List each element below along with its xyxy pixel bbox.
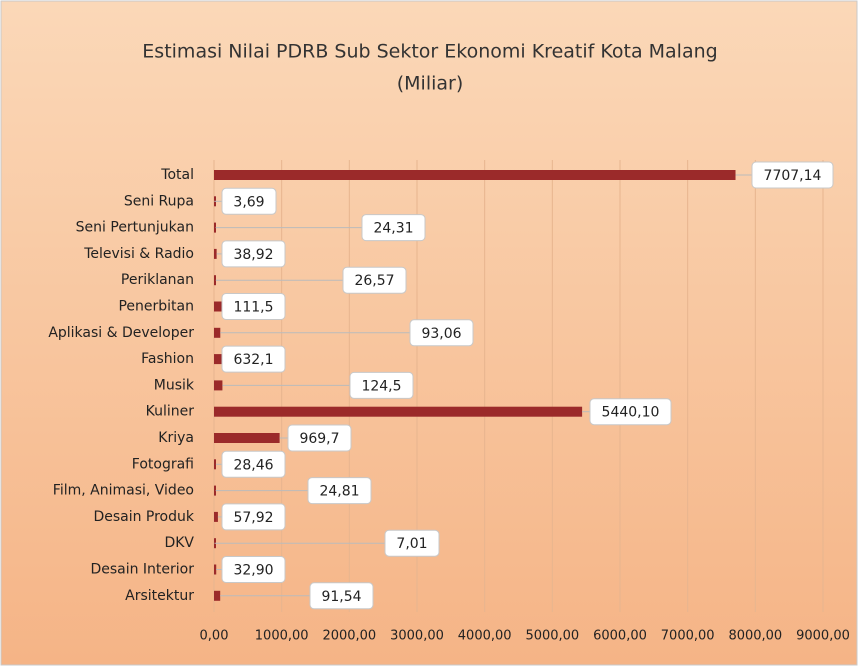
data-label: 93,06 (421, 326, 461, 342)
data-label-box (221, 293, 286, 320)
x-tick-label: 4000,00 (458, 629, 512, 644)
y-tick-label: Periklanan (121, 272, 194, 288)
bar (214, 170, 736, 180)
y-tick-label: Fotografi (132, 456, 194, 472)
bar (214, 485, 216, 496)
data-label-box (309, 582, 374, 610)
data-label: 7,01 (396, 536, 427, 552)
data-label: 38,92 (233, 247, 273, 263)
x-tick-label: 6000,00 (593, 629, 647, 644)
x-tick-label: 8000,00 (728, 629, 782, 644)
data-label-box (409, 319, 474, 347)
bar (214, 222, 216, 233)
bar (214, 380, 223, 391)
data-label: 91,54 (321, 589, 361, 605)
y-tick-label: DKV (164, 535, 194, 551)
bar (214, 590, 221, 601)
x-tick-label: 1000,00 (255, 629, 309, 644)
data-label: 5440,10 (602, 405, 660, 421)
data-label-box (221, 503, 286, 531)
data-label-box (221, 240, 286, 268)
data-label: 632,1 (233, 352, 273, 368)
data-label: 24,31 (373, 221, 413, 237)
bar (214, 511, 218, 522)
y-tick-label: Seni Rupa (124, 193, 194, 209)
bar (214, 433, 280, 443)
data-label-box (221, 556, 286, 583)
data-label-box (349, 371, 414, 399)
y-tick-label: Seni Pertunjukan (76, 220, 194, 236)
data-label-box (221, 187, 277, 215)
chart-title: Estimasi Nilai PDRB Sub Sektor Ekonomi K… (142, 41, 717, 63)
data-label-box (221, 450, 286, 478)
x-tick-label: 5000,00 (525, 629, 579, 644)
y-tick-label: Total (160, 167, 194, 183)
data-label-box (287, 424, 352, 452)
y-tick-label: Kuliner (146, 404, 195, 420)
data-label: 111,5 (233, 300, 273, 316)
bar (214, 327, 221, 338)
bar (214, 301, 222, 312)
data-label: 7707,14 (764, 168, 822, 184)
y-tick-label: Musik (154, 377, 195, 393)
bar (214, 459, 216, 470)
x-tick-label: 2000,00 (322, 629, 376, 644)
bar (214, 564, 217, 575)
data-label-box (589, 398, 672, 426)
x-tick-label: 3000,00 (390, 629, 444, 644)
data-label-box (361, 214, 426, 242)
y-tick-label: Penerbitan (118, 299, 194, 315)
data-label: 3,69 (233, 194, 264, 210)
x-tick-label: 7000,00 (661, 629, 715, 644)
y-tick-label: Film, Animasi, Video (53, 483, 194, 499)
data-label: 26,57 (354, 273, 394, 289)
bar (214, 406, 583, 417)
data-label: 57,92 (233, 510, 273, 526)
data-label-box (221, 345, 286, 373)
y-tick-label: Desain Interior (90, 562, 194, 578)
y-tick-label: Aplikasi & Developer (48, 325, 194, 341)
data-label-box (384, 529, 440, 557)
data-label: 969,7 (299, 431, 339, 447)
chart-subtitle: (Miliar) (397, 73, 464, 95)
data-label: 124,5 (361, 378, 401, 394)
data-label-box (342, 266, 407, 294)
data-label: 28,46 (233, 457, 273, 473)
x-tick-label: 0,00 (200, 629, 229, 644)
data-label: 32,90 (233, 563, 273, 579)
x-tick-label: 9000,00 (796, 629, 850, 644)
bar (214, 275, 216, 286)
data-label: 24,81 (319, 484, 359, 500)
bar (214, 248, 217, 259)
data-label-box (307, 477, 372, 505)
data-label-box (751, 161, 834, 189)
y-tick-label: Fashion (141, 351, 194, 367)
y-tick-label: Kriya (158, 430, 194, 446)
y-tick-label: Arsitektur (125, 588, 194, 604)
y-tick-label: Televisi & Radio (83, 246, 194, 262)
y-tick-label: Desain Produk (93, 509, 194, 525)
